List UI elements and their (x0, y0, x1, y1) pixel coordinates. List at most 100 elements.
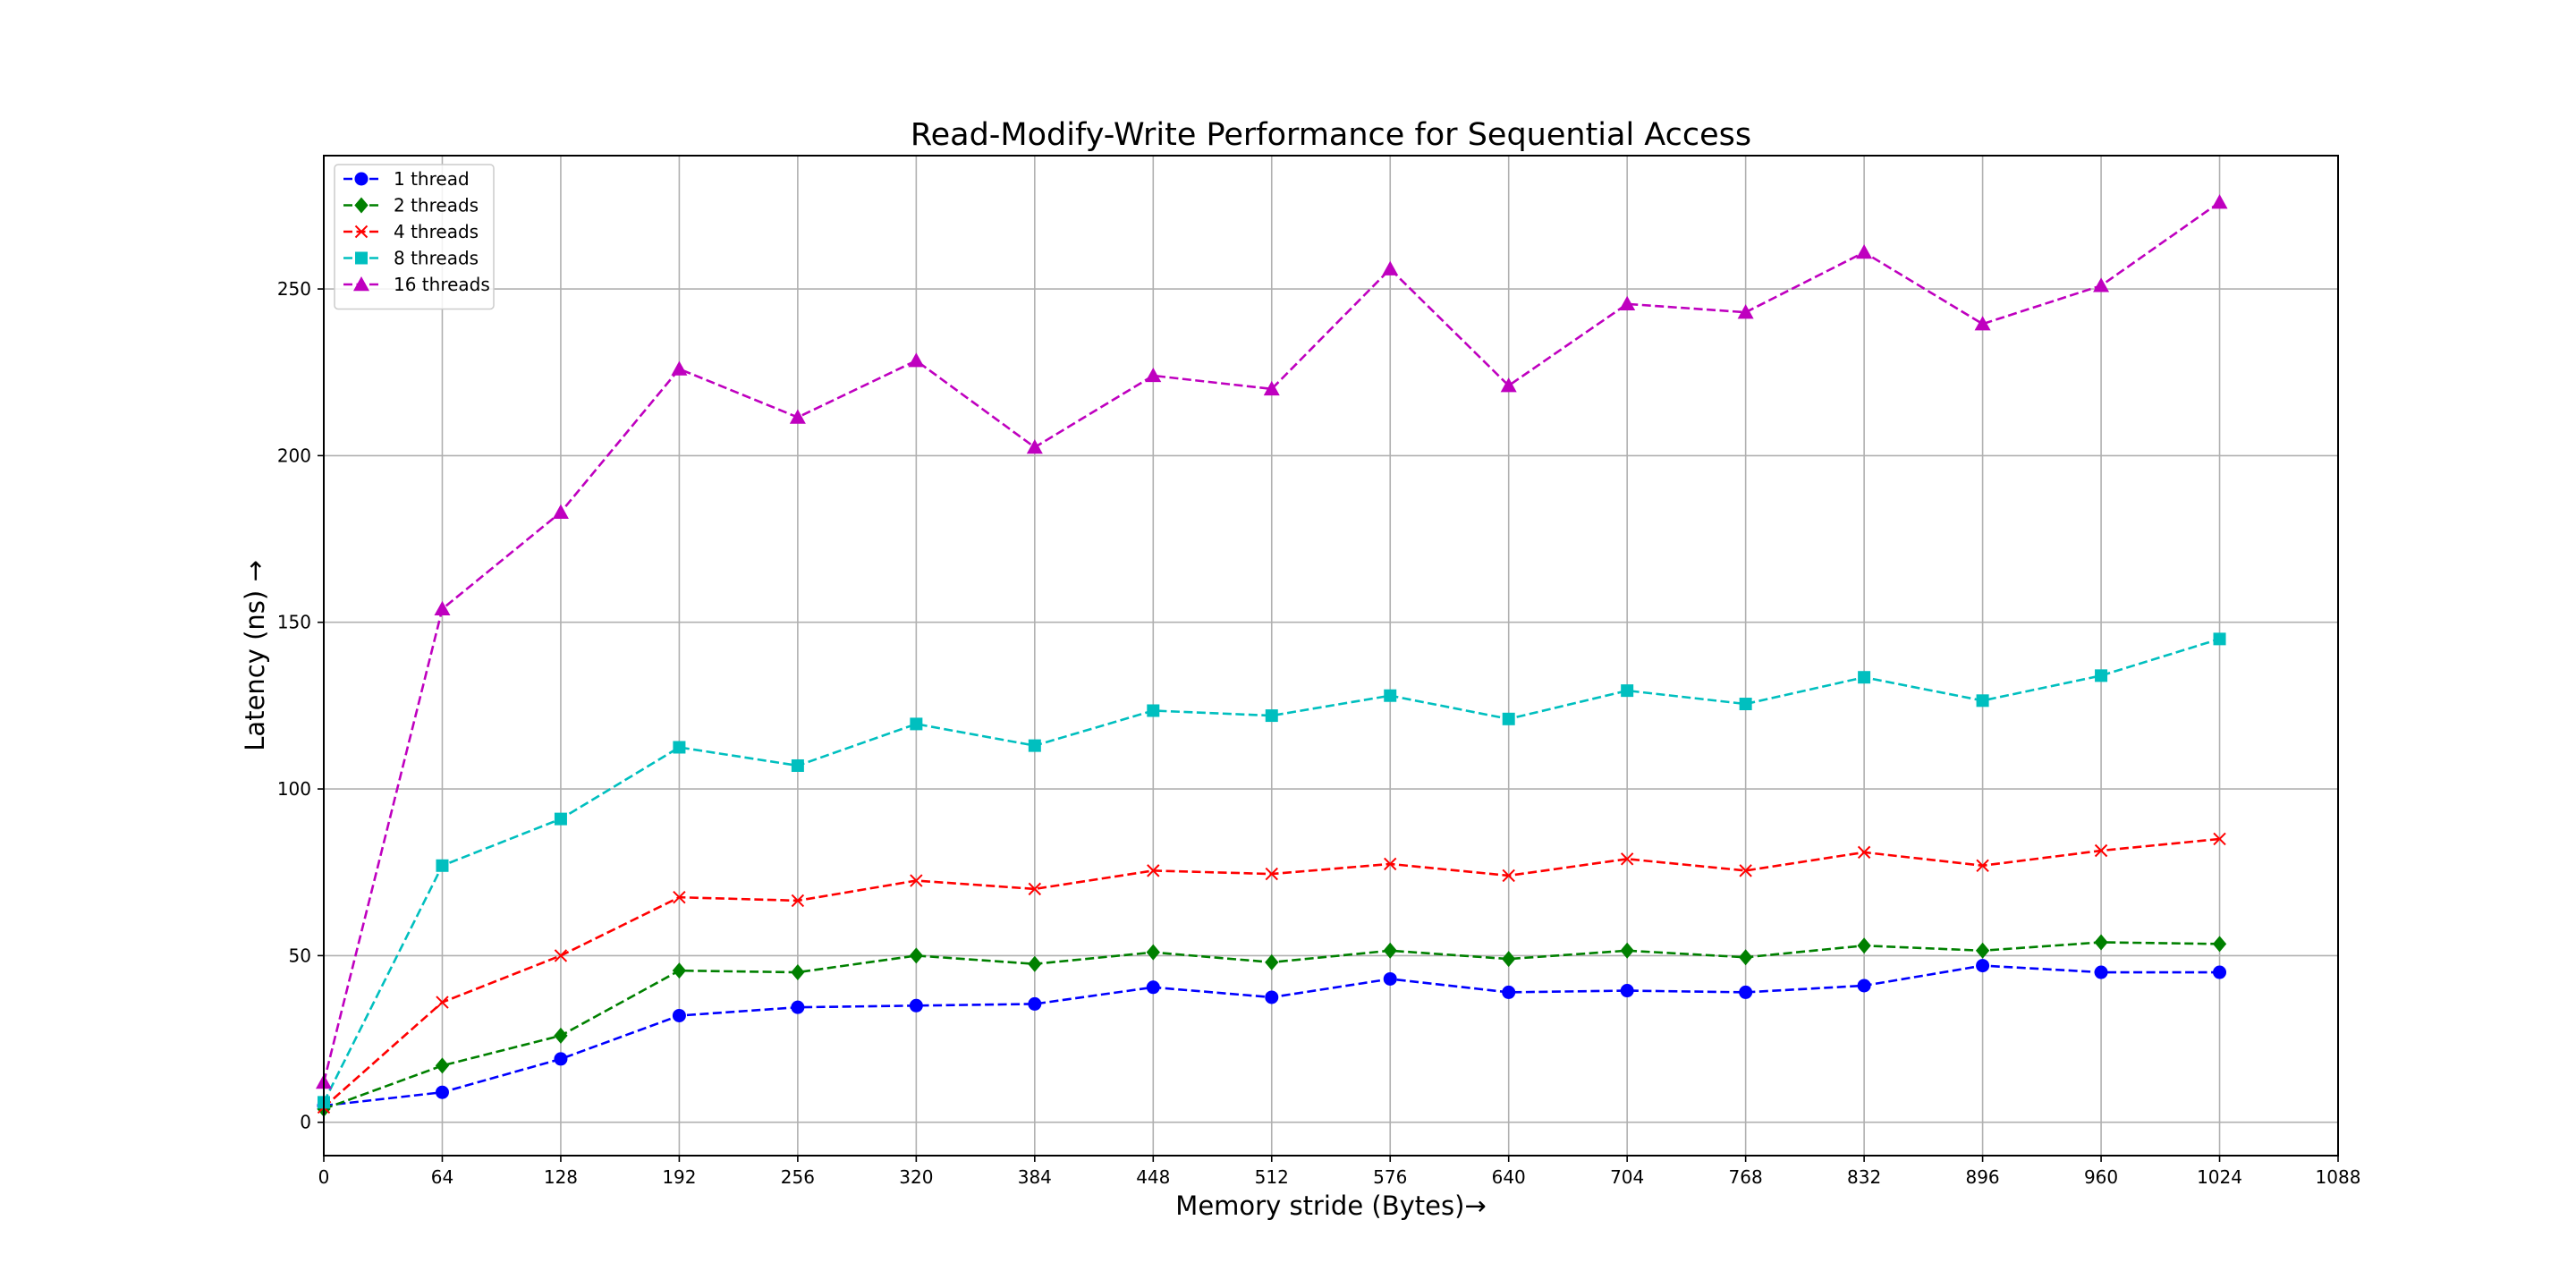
data-point (1502, 869, 1515, 883)
data-point (1146, 980, 1160, 995)
legend-item: 2 threads (343, 195, 479, 216)
data-point (1383, 942, 1397, 959)
data-point (1620, 942, 1634, 959)
data-point (791, 894, 805, 908)
series-4 (318, 632, 2226, 1109)
data-point (909, 947, 924, 964)
data-point (1975, 942, 1990, 959)
x-tick-label: 448 (1136, 1166, 1170, 1188)
data-point (910, 717, 923, 731)
y-tick-label: 100 (277, 778, 311, 800)
data-point (791, 1000, 805, 1014)
x-tick-label: 512 (1255, 1166, 1289, 1188)
y-tick-label: 200 (277, 445, 311, 466)
x-tick-label: 896 (1965, 1166, 1999, 1188)
legend: 1 thread 2 threads 4 threads 8 threads 16 th… (334, 164, 495, 310)
data-point (1500, 377, 1517, 393)
data-point (1026, 439, 1043, 454)
data-point (435, 1057, 450, 1074)
data-point (1384, 689, 1397, 702)
data-point (1857, 979, 1871, 993)
series-line (322, 638, 2220, 1103)
legend-label: 1 thread (394, 168, 470, 190)
data-point (1382, 260, 1399, 275)
data-point (910, 874, 923, 887)
data-point (2212, 936, 2227, 953)
legend-box (334, 164, 495, 310)
data-point (1265, 953, 1279, 970)
data-point (1147, 704, 1160, 717)
legend-marker (353, 276, 369, 292)
plot-frame (323, 155, 2339, 1157)
data-point (552, 504, 569, 519)
series-1 (317, 959, 2227, 1113)
legend-label: 8 threads (394, 248, 479, 269)
legend-label: 4 threads (394, 221, 479, 242)
legend-item: 8 threads (343, 248, 479, 269)
data-point (1147, 864, 1160, 877)
data-point (1739, 985, 1753, 999)
data-point (2094, 965, 2108, 979)
series-5 (316, 194, 2228, 1089)
data-point (673, 890, 686, 904)
legend-item: 1 thread (343, 168, 470, 190)
legend-marker (354, 197, 369, 214)
data-point (2213, 632, 2226, 646)
x-tick-label: 1024 (2197, 1166, 2242, 1188)
legend-marker (354, 172, 369, 186)
data-point (1146, 944, 1160, 961)
legend-marker (355, 251, 368, 265)
data-point (672, 1008, 686, 1022)
data-point (2211, 194, 2228, 209)
data-point (2093, 277, 2110, 292)
data-point (1620, 984, 1634, 998)
data-point (1502, 951, 1516, 968)
data-point (1620, 852, 1634, 866)
data-point (908, 352, 925, 368)
data-point (1976, 859, 1989, 872)
data-point (1145, 367, 1162, 383)
data-point (2094, 934, 2108, 951)
data-point (1502, 712, 1515, 725)
x-tick-label: 384 (1018, 1166, 1052, 1188)
data-point (436, 996, 449, 1009)
data-point (1976, 959, 1990, 973)
x-tick-label: 960 (2084, 1166, 2118, 1188)
y-axis-label: Latency (ns) → (240, 560, 270, 750)
x-tick-label: 320 (899, 1166, 933, 1188)
y-tick-label: 0 (300, 1112, 311, 1133)
y-tick-label: 250 (277, 278, 311, 300)
data-point (791, 758, 804, 772)
data-point (1263, 380, 1280, 396)
data-point (1856, 244, 1873, 259)
series-2 (317, 934, 2227, 1117)
data-point (1502, 985, 1516, 999)
data-point (2213, 965, 2227, 979)
x-tick-label: 832 (1847, 1166, 1881, 1188)
data-point (1028, 739, 1041, 752)
legend-item: 16 threads (343, 274, 490, 295)
data-point (436, 859, 449, 872)
x-tick-label: 704 (1610, 1166, 1644, 1188)
data-point (671, 360, 688, 376)
x-tick-label: 576 (1373, 1166, 1407, 1188)
x-tick-label: 256 (781, 1166, 815, 1188)
data-point (1619, 295, 1636, 311)
data-point (554, 1052, 568, 1066)
data-point (1976, 694, 1989, 708)
data-point (1737, 304, 1754, 319)
data-point (1738, 949, 1753, 966)
data-point (2095, 669, 2108, 682)
data-point (1621, 684, 1634, 698)
x-tick-label: 0 (318, 1166, 330, 1188)
data-point (1028, 996, 1042, 1011)
data-point (791, 964, 805, 981)
data-point (554, 949, 568, 962)
y-tick-label: 50 (289, 945, 311, 966)
x-axis-label: Memory stride (Bytes)→ (1175, 1191, 1486, 1221)
data-point (1028, 882, 1042, 896)
x-tick-label: 1088 (2316, 1166, 2361, 1188)
data-point (554, 812, 567, 826)
